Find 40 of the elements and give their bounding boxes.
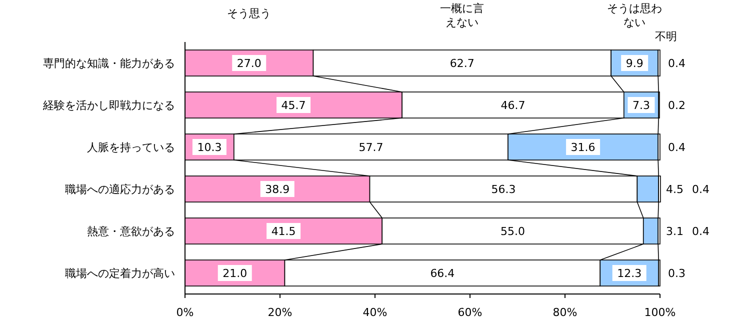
y-tick-label: 人脈を持っている	[87, 141, 175, 154]
data-label: 9.9	[626, 57, 644, 70]
data-label: 0.3	[668, 267, 686, 280]
data-label: 0.2	[668, 99, 686, 112]
data-label: 57.7	[358, 141, 384, 154]
data-label: 27.0	[236, 57, 262, 70]
text: そう思う	[227, 7, 272, 20]
data-label: 56.3	[491, 183, 516, 196]
data-label: 10.3	[197, 141, 222, 154]
data-label: 0.4	[668, 57, 686, 70]
x-tick-label: 80%	[552, 306, 578, 319]
y-tick-label: 職場への定着力が高い	[65, 267, 175, 280]
data-label: 45.7	[281, 99, 306, 112]
series-label: 一概に言えない	[440, 2, 484, 29]
y-tick-label: 職場への適応力がある	[65, 183, 175, 196]
y-tick-label: 熱意・意欲がある	[87, 225, 175, 238]
data-label: 31.6	[570, 141, 596, 154]
data-label: 46.7	[500, 99, 526, 112]
data-label: 38.9	[265, 183, 290, 196]
x-tick-label: 100%	[644, 306, 676, 319]
data-label: 7.3	[632, 99, 650, 112]
x-tick-label: 20%	[268, 306, 292, 319]
data-label: 66.4	[430, 267, 455, 280]
x-tick-label: 60%	[458, 306, 482, 319]
data-label: 41.5	[271, 225, 296, 238]
data-label: 62.7	[450, 57, 474, 70]
data-label: 3.1	[666, 225, 684, 238]
data-label: 21.0	[222, 267, 248, 280]
data-label: 55.0	[500, 225, 525, 238]
data-label: 0.4	[692, 225, 710, 238]
data-label: 4.5	[666, 183, 684, 196]
data-label: 12.3	[617, 267, 642, 280]
x-tick-label: 0%	[176, 306, 194, 319]
y-tick-label: 経験を活かし即戦力になる	[42, 99, 175, 112]
y-tick-label: 専門的な知識・能力がある	[43, 57, 175, 70]
series-label: そうは思わない	[607, 2, 662, 29]
data-label: 0.4	[668, 141, 686, 154]
x-tick-label: 40%	[362, 306, 388, 319]
series-label: 不明	[655, 30, 677, 43]
data-label: 0.4	[692, 183, 710, 196]
